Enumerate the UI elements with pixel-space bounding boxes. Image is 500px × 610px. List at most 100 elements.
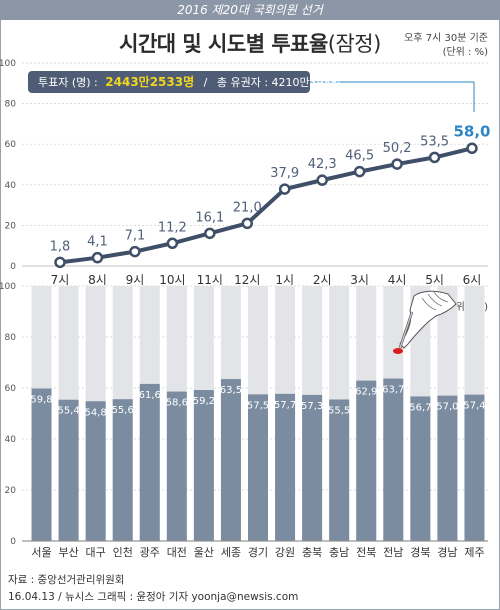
line-value-label: 16,1 bbox=[195, 210, 224, 225]
line-value-label: 37,9 bbox=[270, 166, 299, 181]
bar bbox=[356, 380, 377, 541]
line-value-label: 42,3 bbox=[308, 157, 337, 172]
bar-category-label: 전북 bbox=[356, 546, 376, 559]
bar-category-label: 울산 bbox=[194, 546, 214, 559]
line-value-label: 1,8 bbox=[50, 239, 71, 254]
line-series: 1,8 7시 4,1 8시 7,1 9시 11,2 10시 16,1 11시 21,0 12시 37,9… bbox=[50, 122, 491, 287]
voters-value: 2443만2533명 bbox=[105, 74, 194, 89]
bar-value-label: 61,6 bbox=[139, 390, 161, 401]
bar-value-label: 56,7 bbox=[409, 402, 431, 413]
bar bbox=[383, 378, 404, 541]
line-x-tick-label: 6시 bbox=[463, 273, 482, 287]
voters-label: 투표자 (명) : bbox=[38, 76, 98, 89]
bar bbox=[139, 383, 160, 541]
bar-y-tick-label: 80 bbox=[5, 333, 17, 343]
bar-category-label: 부산 bbox=[58, 546, 78, 559]
line-value-label: 7,1 bbox=[125, 229, 146, 244]
bar-category-label: 대구 bbox=[86, 546, 106, 559]
bar-category-label: 경북 bbox=[410, 546, 430, 559]
time-reference-note: 오후 7시 30분 기준 bbox=[404, 33, 488, 44]
bar bbox=[464, 394, 485, 541]
bar-category-label: 충남 bbox=[329, 546, 349, 559]
bar bbox=[437, 395, 458, 541]
line-point bbox=[241, 217, 254, 230]
bar-category-label: 강원 bbox=[275, 546, 295, 559]
bar-y-tick-label: 100 bbox=[0, 282, 16, 292]
bar-value-label: 55,5 bbox=[328, 405, 350, 416]
bar-category-label: 대전 bbox=[167, 546, 187, 559]
bar-category-label: 제주 bbox=[464, 546, 484, 559]
bar-category-label: 경남 bbox=[437, 546, 457, 559]
line-x-tick-label: 10시 bbox=[159, 273, 185, 287]
line-x-tick-label: 7시 bbox=[51, 273, 70, 287]
bar-category-label: 충북 bbox=[302, 546, 322, 559]
bar bbox=[248, 394, 268, 541]
graphic-credit: 16.04.13 / 뉴시스 그래픽 : 윤정아 기자 yoonja@newsi… bbox=[8, 591, 299, 603]
chart-title: 시간대 및 시도별 투표율(잠정) bbox=[0, 28, 500, 58]
pen-hand-icon bbox=[393, 290, 457, 354]
line-x-tick-label: 2시 bbox=[313, 273, 332, 287]
title-provisional-note: (잠정) bbox=[327, 32, 382, 56]
bar-category-label: 서울 bbox=[31, 546, 51, 559]
line-y-tick-label: 80 bbox=[5, 100, 17, 110]
bar bbox=[275, 393, 296, 541]
bar bbox=[193, 390, 214, 541]
bar-value-label: 63,7 bbox=[382, 385, 404, 396]
line-y-tick-label: 20 bbox=[5, 221, 17, 231]
bar-y-tick-label: 0 bbox=[10, 537, 16, 547]
line-point bbox=[54, 256, 66, 269]
line-x-tick-label: 9시 bbox=[126, 273, 145, 287]
line-x-tick-label: 5시 bbox=[425, 273, 444, 287]
line-point bbox=[466, 142, 478, 155]
line-y-tick-label: 100 bbox=[0, 59, 16, 69]
line-chart-grid: 0 20 40 60 80 100 bbox=[0, 59, 488, 272]
bar-series: 59,8 서울 55,4 부산 54,8 대구 55,6 인천 61,6 광주 58,6 대전 59,2… bbox=[22, 286, 488, 559]
callout-box bbox=[28, 71, 310, 93]
line-point bbox=[278, 183, 291, 195]
bar-value-label: 59,2 bbox=[193, 396, 215, 407]
bar-value-label: 54,8 bbox=[85, 407, 107, 418]
line-value-label: 21,0 bbox=[233, 200, 262, 215]
bar-value-label: 57,5 bbox=[247, 400, 269, 411]
line-x-tick-label: 4시 bbox=[388, 273, 407, 287]
line-point bbox=[353, 165, 366, 178]
line-point bbox=[428, 151, 441, 164]
bar bbox=[302, 394, 323, 541]
bar bbox=[85, 401, 106, 541]
bar-y-tick-label: 60 bbox=[5, 384, 17, 394]
bar-value-label: 55,4 bbox=[57, 406, 79, 417]
bar-category-label: 광주 bbox=[140, 546, 160, 559]
bar-value-label: 63,5 bbox=[220, 385, 242, 396]
line-x-tick-label: 12시 bbox=[234, 273, 260, 287]
line-point bbox=[166, 237, 179, 250]
eligible-voters: 총 유권자 : 4210만398명 bbox=[217, 76, 341, 89]
bar bbox=[31, 388, 52, 541]
bar-category-label: 세종 bbox=[221, 546, 241, 559]
bar-value-label: 62,9 bbox=[355, 387, 377, 398]
line-point bbox=[129, 245, 141, 258]
bar bbox=[112, 399, 133, 541]
title-main: 시간대 및 시도별 투표율 bbox=[119, 32, 328, 56]
line-value-label: 11,2 bbox=[158, 220, 187, 235]
line-x-tick-label: 3시 bbox=[350, 273, 369, 287]
line-final-value-label: 58,0 bbox=[453, 122, 490, 140]
bar-y-tick-label: 20 bbox=[5, 486, 17, 496]
line-value-label: 4,1 bbox=[87, 235, 108, 250]
bar-value-label: 59,8 bbox=[30, 395, 52, 406]
election-banner: 2016 제20대 국회의원 선거 bbox=[0, 0, 500, 20]
callout-separator: / bbox=[204, 76, 208, 89]
series-line bbox=[58, 146, 474, 265]
line-value-label: 50,2 bbox=[383, 141, 412, 156]
bar bbox=[329, 399, 350, 541]
bar-category-label: 경기 bbox=[248, 546, 268, 559]
bar bbox=[220, 379, 241, 541]
bar-category-label: 인천 bbox=[113, 545, 133, 559]
bar bbox=[166, 391, 187, 541]
line-y-tick-label: 0 bbox=[10, 262, 16, 272]
line-point bbox=[316, 174, 328, 186]
bar-value-label: 57,4 bbox=[463, 401, 485, 412]
line-x-tick-label: 11시 bbox=[197, 273, 223, 287]
callout-text: 투표자 (명) : 2443만2533명 / 총 유권자 : 4210만398명 bbox=[38, 74, 341, 89]
voter-callout: 투표자 (명) : 2443만2533명 / 총 유권자 : 4210만398명 bbox=[28, 71, 475, 112]
